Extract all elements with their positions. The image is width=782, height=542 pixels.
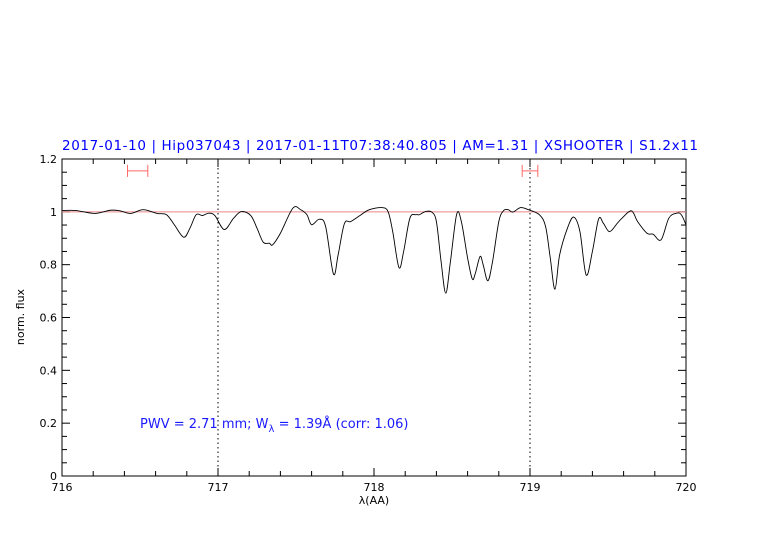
- y-tick-label: 1: [50, 206, 57, 219]
- pwv-subscript: λ: [269, 424, 275, 435]
- x-tick-label: 718: [364, 481, 385, 494]
- y-tick-label: 0: [50, 470, 57, 483]
- y-axis-label: norm. flux: [14, 288, 27, 345]
- pwv-text: PWV = 2.71 mm; W: [140, 417, 269, 432]
- y-tick-label: 0.8: [40, 259, 58, 272]
- y-tick-label: 1.2: [40, 153, 58, 166]
- spectrum-line: [61, 206, 687, 294]
- y-tick-label: 0.4: [40, 364, 58, 377]
- chart-title: 2017-01-10 | Hip037043 | 2017-01-11T07:3…: [62, 138, 698, 154]
- pwv-annotation: PWV = 2.71 mm; Wλ = 1.39Å (corr: 1.06): [140, 416, 409, 435]
- x-tick-label: 717: [208, 481, 229, 494]
- axes: 716 717 718 719 720 0 0.2 0.4 0.6 0.8 1 1.2: [40, 153, 697, 494]
- marks: [61, 159, 687, 476]
- error-bar: [127, 164, 149, 177]
- x-tick-label: 716: [52, 481, 73, 494]
- x-tick-label: 719: [520, 481, 541, 494]
- x-tick-label: 720: [676, 481, 697, 494]
- error-bar: [521, 164, 539, 177]
- y-tick-label: 0.2: [40, 417, 58, 430]
- y-tick-label: 0.6: [40, 312, 58, 325]
- pwv-rest: = 1.39Å (corr: 1.06): [274, 416, 408, 432]
- x-axis-label: λ(AA): [359, 494, 389, 507]
